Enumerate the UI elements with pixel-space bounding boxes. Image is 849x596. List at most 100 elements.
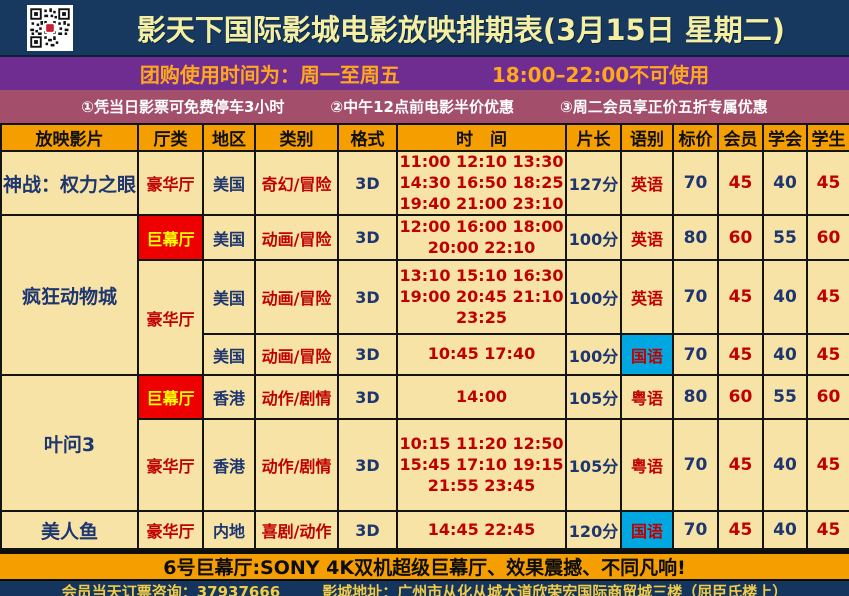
hall-cell: 豪华厅	[137, 149, 204, 217]
region-cell: 香港	[202, 418, 256, 513]
format-cell: 3D	[337, 333, 398, 377]
language-cell: 粤语	[620, 418, 674, 513]
length-cell: 100分	[565, 333, 622, 377]
member-price-cell: 60	[717, 374, 764, 421]
student-price-cell: 45	[806, 510, 849, 551]
student-price-cell: 45	[806, 149, 849, 217]
society-price-cell: 40	[762, 149, 808, 217]
groupon-notice-left: 团购使用时间为：周一至周五	[139, 63, 400, 87]
genre-cell: 动作/剧情	[254, 374, 339, 421]
society-price-cell: 55	[762, 214, 808, 262]
table-row: 美国 动画/冒险 3D 10:45 17:40 100分 国语 70 45 40…	[1, 333, 849, 377]
price-cell: 70	[672, 149, 719, 217]
hall-cell: 豪华厅	[137, 510, 204, 551]
format-cell: 3D	[337, 374, 398, 421]
col-header-format: 格式	[337, 123, 398, 152]
times-cell: 11:00 12:10 13:30 14:30 16:50 18:25 19:4…	[396, 149, 567, 217]
perks-band: ①凭当日影票可免费停车3小时 ②中午12点前电影半价优惠 ③周二会员享正价五折专…	[0, 90, 849, 123]
imax-promo-text: 6号巨幕厅:SONY 4K双机超级巨幕厅、效果震撼、不同凡响!	[163, 557, 686, 580]
col-header-student: 学生	[806, 123, 849, 152]
times-cell: 13:10 15:10 16:30 19:00 20:45 21:10 23:2…	[396, 259, 567, 336]
genre-cell: 动作/剧情	[254, 418, 339, 513]
format-cell: 3D	[337, 418, 398, 513]
movie-title-cell: 美人鱼	[0, 510, 139, 551]
price-cell: 80	[672, 374, 719, 421]
footer-bar: 会员当天订票咨询：37937666 影城地址：广州市从化从城大道欣荣宏国际商贸城…	[0, 579, 849, 596]
region-cell: 美国	[202, 149, 256, 217]
address-info: 影城地址：广州市从化从城大道欣荣宏国际商贸城三楼（屈臣氏楼上）	[322, 581, 787, 596]
region-cell: 香港	[202, 374, 256, 421]
qr-code-icon	[27, 4, 73, 51]
member-price-cell: 45	[717, 510, 764, 551]
perk-item-parking: ①凭当日影票可免费停车3小时	[81, 98, 285, 116]
format-cell: 3D	[337, 510, 398, 551]
genre-cell: 喜剧/动作	[254, 510, 339, 551]
hall-cell: 豪华厅	[137, 259, 204, 377]
times-cell: 14:45 22:45	[396, 510, 567, 551]
member-price-cell: 45	[717, 418, 764, 513]
length-cell: 105分	[565, 374, 622, 421]
title-band: 影天下国际影城电影放映排期表(3月15日 星期二)	[0, 0, 849, 57]
table-row: 美人鱼 豪华厅 内地 喜剧/动作 3D 14:45 22:45 120分 国语 …	[0, 510, 849, 551]
perk-item-half-price: ②中午12点前电影半价优惠	[330, 98, 514, 116]
table-row: 豪华厅 美国 动画/冒险 3D 13:10 15:10 16:30 19:00 …	[1, 259, 849, 377]
student-price-cell: 45	[806, 259, 849, 336]
col-header-member: 会员	[717, 123, 764, 152]
col-header-genre: 类别	[254, 123, 339, 152]
member-price-cell: 60	[717, 214, 764, 262]
booking-phone: 37937666	[196, 582, 281, 596]
movie-title-cell: 叶问3	[0, 374, 139, 513]
price-cell: 70	[672, 259, 719, 336]
member-price-cell: 45	[717, 333, 764, 377]
language-cell: 粤语	[620, 374, 674, 421]
student-price-cell: 45	[806, 418, 849, 513]
col-header-region: 地区	[202, 123, 256, 152]
col-header-times: 时 间	[396, 123, 567, 152]
times-cell: 14:00	[396, 374, 567, 421]
language-cell: 英语	[620, 214, 674, 262]
member-price-cell: 45	[717, 149, 764, 217]
length-cell: 120分	[565, 510, 622, 551]
schedule-table: 放映影片 厅类 地区 类别 格式 时 间 片长 语别 标价 会员 学会 学生 神…	[0, 123, 849, 551]
price-cell: 80	[672, 214, 719, 262]
language-cell: 英语	[620, 149, 674, 217]
language-cell: 英语	[620, 259, 674, 336]
price-cell: 70	[672, 510, 719, 551]
table-row: 叶问3 巨幕厅 香港 动作/剧情 3D 14:00 105分 粤语 80 60 …	[0, 374, 849, 513]
hall-cell: 豪华厅	[137, 418, 204, 513]
col-header-length: 片长	[565, 123, 622, 152]
address-label: 影城地址：	[322, 582, 398, 596]
price-cell: 70	[672, 418, 719, 513]
society-price-cell: 40	[762, 418, 808, 513]
student-price-cell: 45	[806, 333, 849, 377]
col-header-hall: 厅类	[137, 123, 204, 152]
groupon-notice-right: 18:00–22:00不可使用	[491, 63, 710, 87]
imax-promo-bar: 6号巨幕厅:SONY 4K双机超级巨幕厅、效果震撼、不同凡响!	[0, 550, 849, 580]
table-row: 神战：权力之眼 豪华厅 美国 奇幻/冒险 3D 11:00 12:10 13:3…	[0, 149, 849, 217]
hall-cell-imax: 巨幕厅	[137, 214, 204, 262]
length-cell: 100分	[565, 214, 622, 262]
genre-cell: 动画/冒险	[254, 214, 339, 262]
header-row: 放映影片 厅类 地区 类别 格式 时 间 片长 语别 标价 会员 学会 学生	[0, 123, 849, 152]
genre-cell: 动画/冒险	[254, 333, 339, 377]
movie-title-cell: 疯狂动物城	[0, 214, 139, 377]
region-cell: 内地	[202, 510, 256, 551]
language-cell-mandarin: 国语	[620, 510, 674, 551]
col-header-language: 语别	[620, 123, 674, 152]
genre-cell: 动画/冒险	[254, 259, 339, 336]
times-cell: 12:00 16:00 18:00 20:00 22:10	[396, 214, 567, 262]
language-cell-mandarin: 国语	[620, 333, 674, 377]
genre-cell: 奇幻/冒险	[254, 149, 339, 217]
qr-code-icon	[29, 6, 71, 49]
society-price-cell: 40	[762, 333, 808, 377]
table-row: 豪华厅 香港 动作/剧情 3D 10:15 11:20 12:50 15:45 …	[1, 418, 849, 513]
col-header-movie: 放映影片	[0, 123, 139, 152]
address-text: 广州市从化从城大道欣荣宏国际商贸城三楼（屈臣氏楼上）	[397, 582, 788, 596]
col-header-price: 标价	[672, 123, 719, 152]
movie-title-cell: 神战：权力之眼	[0, 149, 139, 217]
groupon-notice-band: 团购使用时间为：周一至周五 18:00–22:00不可使用	[0, 57, 849, 90]
hall-cell-imax: 巨幕厅	[137, 374, 204, 421]
booking-label: 会员当天订票咨询：	[61, 582, 197, 596]
student-price-cell: 60	[806, 374, 849, 421]
